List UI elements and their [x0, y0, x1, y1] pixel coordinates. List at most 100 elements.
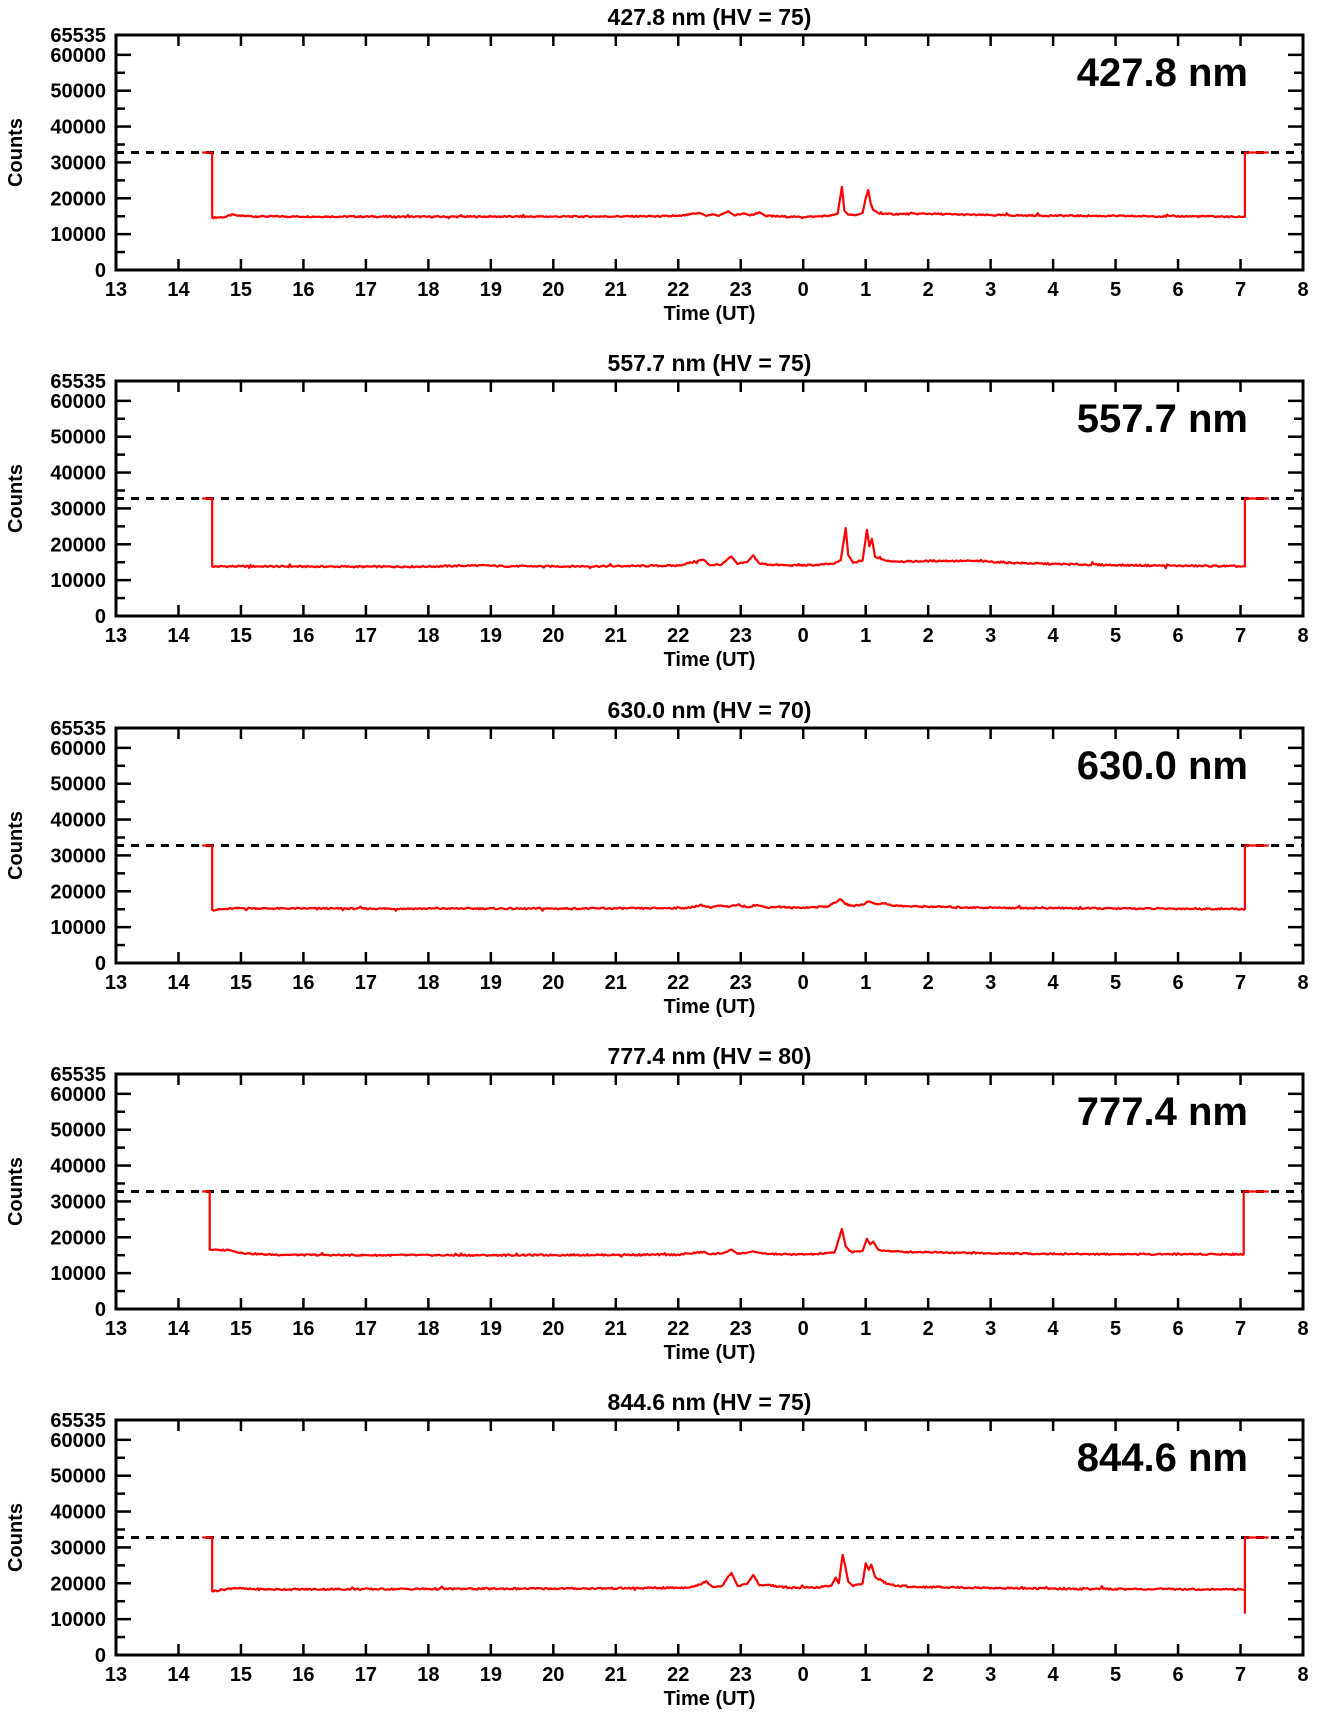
x-tick-label: 18 [417, 279, 439, 301]
y-tick-label: 0 [95, 1299, 106, 1321]
wavelength-label: 844.6 nm [1077, 1436, 1248, 1480]
x-tick-label: 16 [292, 1664, 314, 1686]
x-tick-label: 2 [923, 972, 934, 994]
x-axis-label: Time (UT) [664, 1342, 756, 1364]
x-axis-label: Time (UT) [664, 1688, 756, 1710]
y-tick-label: 60000 [50, 1084, 106, 1106]
x-tick-label: 0 [798, 625, 809, 647]
x-tick-label: 14 [167, 1318, 190, 1340]
x-tick-label: 19 [480, 625, 502, 647]
y-tick-label: 10000 [50, 1609, 106, 1631]
x-tick-label: 7 [1235, 1664, 1246, 1686]
plot-box [114, 379, 1305, 618]
y-tick-label: 60000 [50, 45, 106, 67]
x-tick-label: 20 [542, 625, 564, 647]
y-tick-label: 40000 [50, 809, 106, 831]
y-tick-label: 30000 [50, 845, 106, 867]
x-tick-label: 0 [798, 1318, 809, 1340]
y-tick-label: 20000 [50, 1227, 106, 1249]
x-tick-label: 14 [167, 972, 190, 994]
x-tick-label: 1 [860, 279, 871, 301]
x-tick-label: 6 [1172, 972, 1183, 994]
x-tick-label: 1 [860, 1318, 871, 1340]
y-axis-max-label: 65535 [50, 371, 106, 393]
y-tick-label: 50000 [50, 773, 106, 795]
y-tick-label: 10000 [50, 1263, 106, 1285]
y-tick-label: 0 [95, 606, 106, 628]
data-series-line [202, 843, 1269, 912]
y-axis-label: Counts [5, 1503, 27, 1572]
panel-title: 630.0 nm (HV = 70) [608, 697, 812, 723]
x-tick-label: 13 [105, 1664, 127, 1686]
x-tick-label: 23 [730, 972, 752, 994]
x-tick-label: 13 [105, 279, 127, 301]
x-tick-label: 7 [1235, 625, 1246, 647]
x-tick-label: 15 [230, 279, 252, 301]
x-tick-label: 17 [355, 1318, 377, 1340]
panel-title: 777.4 nm (HV = 80) [608, 1043, 812, 1069]
x-tick-label: 17 [355, 1664, 377, 1686]
x-tick-label: 2 [923, 1318, 934, 1340]
x-tick-label: 8 [1297, 625, 1308, 647]
plot-box [114, 1072, 1305, 1311]
y-tick-label: 0 [95, 260, 106, 282]
x-tick-label: 6 [1172, 625, 1183, 647]
x-tick-label: 13 [105, 1318, 127, 1340]
y-tick-label: 0 [95, 1645, 106, 1667]
y-axis-max-label: 65535 [50, 25, 106, 47]
x-tick-label: 21 [605, 1318, 627, 1340]
x-tick-label: 6 [1172, 1318, 1183, 1340]
plot-box [114, 1418, 1305, 1657]
y-tick-label: 60000 [50, 1430, 106, 1452]
chart-panel-557.7-nm: 13 14 15 16 17 18 19 20 21 22 23 0 1 2 3 4 5 6 7 8010000200… [5, 350, 1309, 671]
chart-panel-777.4-nm: 13 14 15 16 17 18 19 20 21 22 23 0 1 2 3 4 5 6 7 8010000200… [5, 1043, 1309, 1364]
wavelength-label: 427.8 nm [1077, 51, 1248, 95]
x-axis-label: Time (UT) [664, 649, 756, 671]
data-series-line [202, 497, 1269, 570]
x-tick-label: 18 [417, 1318, 439, 1340]
y-tick-label: 40000 [50, 1155, 106, 1177]
x-tick-label: 20 [542, 279, 564, 301]
x-tick-label: 2 [923, 625, 934, 647]
x-tick-label: 15 [230, 1664, 252, 1686]
x-axis-label: Time (UT) [664, 303, 756, 325]
x-tick-label: 1 [860, 1664, 871, 1686]
x-tick-label: 4 [1048, 1318, 1060, 1340]
y-tick-label: 30000 [50, 1191, 106, 1213]
x-tick-label: 15 [230, 1318, 252, 1340]
y-tick-label: 50000 [50, 1119, 106, 1141]
x-tick-label: 19 [480, 279, 502, 301]
x-tick-label: 20 [542, 1664, 564, 1686]
x-tick-label: 18 [417, 972, 439, 994]
panel-title: 844.6 nm (HV = 75) [608, 1389, 812, 1415]
x-tick-label: 6 [1172, 279, 1183, 301]
y-tick-label: 60000 [50, 391, 106, 413]
y-tick-label: 20000 [50, 881, 106, 903]
x-tick-label: 23 [730, 625, 752, 647]
x-tick-label: 2 [923, 1664, 934, 1686]
x-tick-label: 17 [355, 625, 377, 647]
x-tick-label: 21 [605, 1664, 627, 1686]
x-tick-label: 8 [1297, 1318, 1308, 1340]
wavelength-label: 777.4 nm [1077, 1090, 1248, 1134]
chart-panel-630.0-nm: 13 14 15 16 17 18 19 20 21 22 23 0 1 2 3 4 5 6 7 8010000200… [5, 697, 1309, 1018]
x-tick-label: 13 [105, 625, 127, 647]
x-tick-label: 22 [667, 625, 689, 647]
x-tick-label: 5 [1110, 972, 1121, 994]
data-series-line [202, 1190, 1269, 1258]
y-tick-label: 10000 [50, 224, 106, 246]
x-tick-label: 22 [667, 1318, 689, 1340]
x-tick-label: 23 [730, 1664, 752, 1686]
y-tick-label: 20000 [50, 535, 106, 557]
x-axis-label: Time (UT) [664, 996, 756, 1018]
y-tick-label: 30000 [50, 1537, 106, 1559]
x-tick-label: 7 [1235, 1318, 1246, 1340]
x-tick-label: 16 [292, 625, 314, 647]
y-tick-label: 40000 [50, 117, 106, 139]
x-tick-label: 16 [292, 1318, 314, 1340]
y-tick-label: 40000 [50, 463, 106, 485]
y-tick-label: 50000 [50, 81, 106, 103]
x-tick-label: 23 [730, 279, 752, 301]
y-tick-label: 50000 [50, 1466, 106, 1488]
panel-title: 427.8 nm (HV = 75) [608, 4, 812, 30]
